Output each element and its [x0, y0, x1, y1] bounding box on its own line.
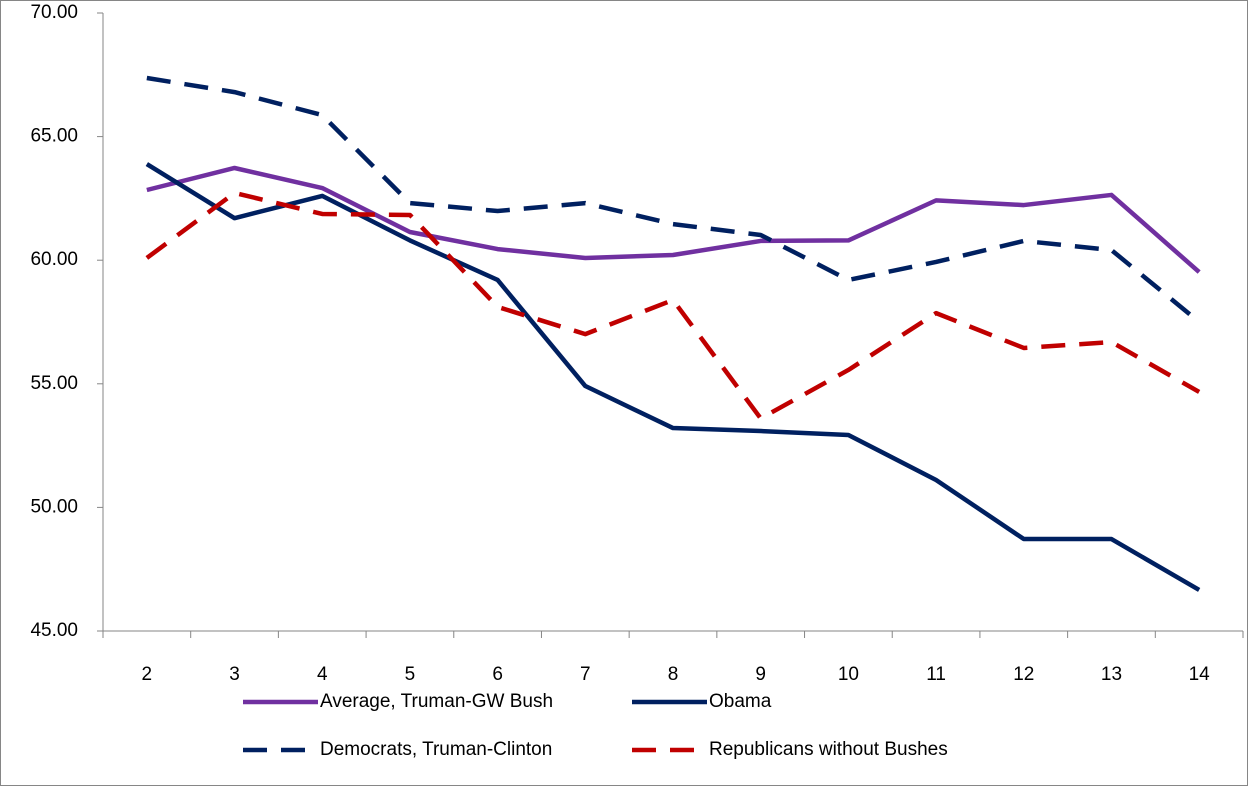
x-tick-label: 10	[838, 664, 859, 685]
x-tick-label: 7	[580, 664, 591, 685]
series-line	[146, 165, 1201, 274]
series-line	[145, 190, 1201, 421]
x-tick-label: 2	[142, 664, 153, 685]
x-tick-label: 6	[492, 664, 503, 685]
x-tick-label: 9	[755, 664, 766, 685]
legend-label: Republicans without Bushes	[709, 739, 948, 760]
y-tick-label: 65.00	[30, 126, 78, 147]
legend-label: Obama	[709, 691, 772, 712]
x-tick-label: 4	[317, 664, 328, 685]
legend-label: Average, Truman-GW Bush	[320, 691, 553, 712]
x-tick-label: 14	[1189, 664, 1211, 685]
y-tick-label: 45.00	[30, 620, 78, 641]
x-tick-label: 5	[405, 664, 416, 685]
x-tick-label: 12	[1013, 664, 1034, 685]
y-tick-label: 55.00	[30, 373, 78, 394]
series-line	[145, 162, 1201, 592]
x-tick-label: 11	[926, 664, 946, 685]
legend-label: Democrats, Truman-Clinton	[320, 739, 552, 760]
y-tick-label: 60.00	[30, 249, 78, 270]
y-tick-label: 50.00	[30, 496, 78, 517]
x-tick-label: 8	[668, 664, 679, 685]
y-tick-label: 70.00	[30, 2, 78, 23]
x-tick-label: 13	[1101, 664, 1122, 685]
x-tick-label: 3	[229, 664, 240, 685]
